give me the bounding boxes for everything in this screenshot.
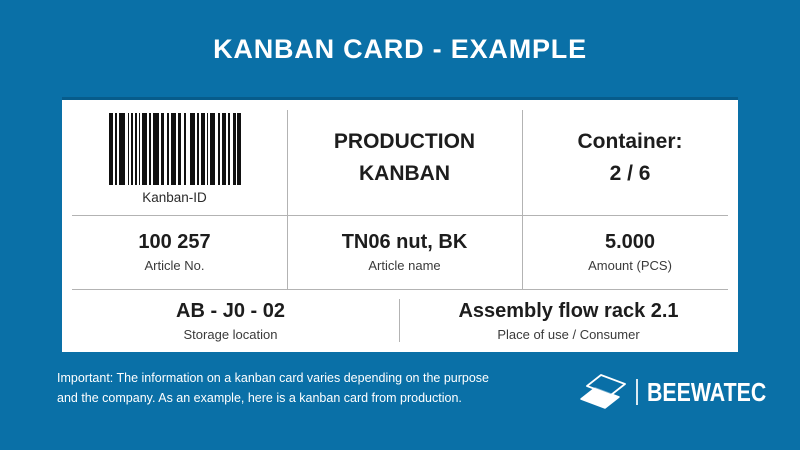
divider-horizontal-row2 — [72, 289, 728, 290]
cell-article-name: TN06 nut, BK Article name — [287, 215, 522, 289]
amount-value: 5.000 — [604, 231, 656, 254]
cell-amount: 5.000 Amount (PCS) — [522, 215, 738, 289]
article-name-label: Article name — [368, 258, 441, 274]
cell-container-count: Container: 2 / 6 — [522, 100, 738, 215]
place-of-use-value: Assembly flow rack 2.1 — [458, 299, 679, 322]
amount-label: Amount (PCS) — [588, 258, 672, 274]
article-no-label: Article No. — [144, 258, 205, 274]
kanban-type-line2: KANBAN — [359, 161, 450, 185]
divider-vertical-col2 — [522, 110, 523, 289]
storage-location-label: Storage location — [183, 326, 278, 342]
divider-vertical-row3 — [399, 299, 400, 342]
cell-place-of-use: Assembly flow rack 2.1 Place of use / Co… — [399, 289, 738, 352]
cell-storage-location: AB - J0 - 02 Storage location — [62, 289, 399, 352]
footer-note: Important: The information on a kanban c… — [57, 368, 489, 408]
storage-location-value: AB - J0 - 02 — [176, 299, 285, 322]
kanban-card: Kanban-ID PRODUCTION KANBAN Container: 2… — [62, 100, 738, 352]
footer-note-line1: Important: The information on a kanban c… — [57, 371, 489, 385]
container-count: 2 / 6 — [609, 161, 651, 185]
barcode-label: Kanban-ID — [142, 189, 207, 205]
place-of-use-label: Place of use / Consumer — [497, 326, 640, 342]
page-title: KANBAN CARD - EXAMPLE — [213, 34, 587, 64]
article-no-value: 100 257 — [138, 231, 211, 254]
brand-name: BEEWATEC — [647, 376, 767, 407]
beewatec-logo-icon — [578, 373, 628, 411]
barcode-icon — [108, 112, 241, 185]
cell-kanban-type: PRODUCTION KANBAN — [287, 100, 522, 215]
beewatec-logo: BEEWATEC — [578, 372, 792, 412]
footer-note-line2: and the company. As an example, here is … — [57, 391, 462, 405]
divider-horizontal-row1 — [72, 215, 728, 216]
divider-vertical-col1 — [287, 110, 288, 289]
cell-kanban-id: Kanban-ID — [62, 100, 287, 215]
kanban-type-line1: PRODUCTION — [333, 130, 476, 153]
container-label: Container: — [577, 130, 683, 153]
article-name-value: TN06 nut, BK — [341, 231, 468, 254]
cell-article-no: 100 257 Article No. — [62, 215, 287, 289]
logo-separator — [636, 379, 638, 405]
